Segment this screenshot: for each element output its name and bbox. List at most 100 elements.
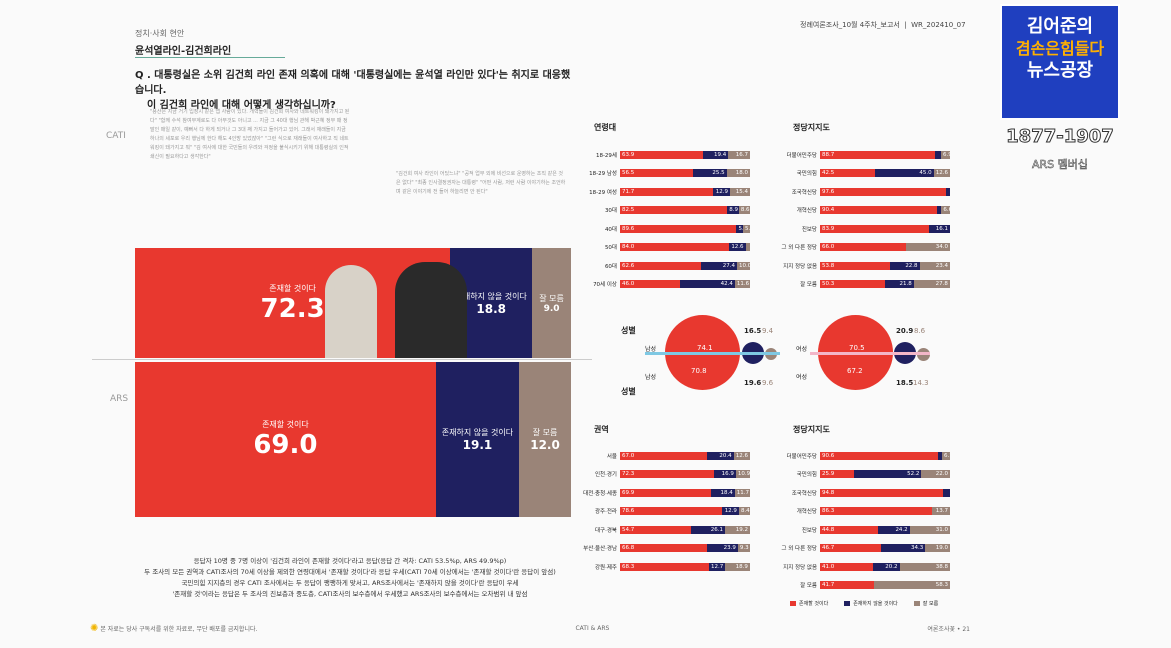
ars-not-exist-segment: 존재하지 않을 것이다 19.1 (435, 362, 520, 517)
age-segment: 56.5 (620, 169, 694, 177)
age-bar: 71.7 12.9 15.4 (620, 187, 750, 196)
party2-row-label: 조국혁신당 (791, 490, 817, 497)
quote-block-right: "김건희 여사 라인이 어딨느냐" "공적 업무 외에 비선으로 운영하는 조직… (396, 171, 566, 195)
ars-exist-segment: 존재할 것이다 69.0 (135, 362, 436, 517)
party1-bar: 53.8 22.8 23.4 (820, 261, 950, 270)
party2-row-label: 개혁신당 (796, 509, 817, 515)
female-cati-unknown: 8.6 (914, 327, 926, 335)
age-bar: 63.9 19.4 16.7 (620, 150, 750, 159)
party1-row: 지지 정당 없음 53.8 22.8 23.4 (762, 261, 950, 270)
party2-bar: 46.7 34.3 19.0 (820, 544, 950, 552)
age-bar: 46.0 42.4 11.6 (620, 280, 750, 288)
party1-bar: 97.6 (820, 187, 950, 196)
logo-line1: 김어준의 (1026, 16, 1094, 37)
party2-row: 진보당 44.8 24.2 31.0 (762, 525, 950, 534)
party1-segment (946, 187, 950, 196)
cati-exist-label: 존재할 것이다 (269, 283, 316, 293)
region-segment: 26.1 (691, 525, 726, 534)
age-segment: 5.0 (736, 224, 743, 233)
party2-segment: 58.3 (874, 581, 950, 589)
ars-exist-label: 존재할 것이다 (262, 420, 309, 429)
cati-not-exist-segment: 존재하지 않을 것이다 18.8 (450, 248, 533, 358)
ars-unknown-value: 12.0 (530, 438, 560, 452)
region-segment: 23.9 (706, 544, 738, 552)
age-segment: 19.4 (703, 150, 729, 159)
region-title: 권역 (594, 425, 609, 434)
summary-text: 응답자 10명 중 7명 이상이 '김건희 라인이 존재할 것이다'라고 응답(… (140, 556, 560, 600)
region-segment: 12.7 (708, 562, 726, 571)
age-row-label: 18-29 남성 (589, 171, 617, 177)
party2-bar: 41.7 58.3 (820, 581, 950, 589)
age-segment: 62.6 (620, 261, 702, 270)
ars-membership-label: ARS 멤버십 (1031, 158, 1089, 172)
party2-row-label: 국민의힘 (796, 472, 817, 478)
party2-row-label: 지지 정당 없음 (783, 564, 817, 571)
age-segment: 82.5 (620, 206, 728, 214)
party2-segment: 34.3 (880, 544, 926, 552)
party1-segment: 45.0 (875, 169, 934, 177)
party2-segment (943, 488, 950, 497)
party2-row: 지지 정당 없음 41.0 20.2 38.8 (762, 562, 950, 571)
party1-bar: 66.0 34.0 (820, 243, 950, 251)
region-segment: 18.9 (725, 562, 750, 571)
region-bar: 67.0 20.4 12.6 (620, 451, 750, 460)
age-segment: 5.3 (742, 224, 750, 233)
cati-not-exist-value: 18.8 (476, 301, 506, 316)
region-row: 광주·전라 78.6 12.9 8.4 (562, 507, 750, 516)
male-ars-unknown: 9.6 (762, 379, 774, 387)
summary-line: 국민의힘 지지층의 경우 CATI 조사에서는 두 응답이 팽팽하게 맞서고, … (181, 579, 519, 587)
cati-exist-value: 72.3 (260, 293, 325, 324)
region-segment: 72.3 (620, 470, 714, 478)
region-segment: 10.9 (735, 470, 750, 478)
logo-line3: 뉴스공장 (1026, 60, 1094, 81)
party2-segment: 25.9 (820, 470, 854, 478)
age-bar: 82.5 8.9 8.6 (620, 206, 750, 214)
party1-row-label: 그 외 다른 정당 (781, 245, 817, 251)
party2-segment: 24.2 (878, 525, 910, 534)
region-row-label: 서울 (606, 453, 617, 460)
party1-segment: 88.7 (820, 150, 936, 159)
party2-bar: 25.9 52.2 22.0 (820, 470, 950, 478)
section-title: 윤석열라인-김건희라인 (135, 46, 232, 57)
party1-segment (937, 206, 942, 214)
ars-unknown-segment: 잘 모름 12.0 (519, 362, 571, 517)
logo-years: 1877-1907 (1006, 126, 1115, 148)
party1-bar: 50.3 21.8 27.8 (820, 280, 950, 288)
gender-title-bottom: 성별 (621, 387, 636, 396)
ars-not-exist-value: 19.1 (462, 438, 493, 452)
legend-unknown: 잘 모름 (913, 600, 938, 607)
party1-segment: 6.6 (941, 206, 950, 214)
age-segment: 89.6 (620, 224, 737, 233)
party1-segment: 23.4 (919, 261, 950, 270)
party2-row: 잘 모름 41.7 58.3 (762, 581, 950, 590)
age-row: 18-29세 63.9 19.4 16.7 (562, 150, 750, 159)
region-bar: 54.7 26.1 19.2 (620, 525, 750, 534)
female-label-top: 여성 (796, 346, 808, 353)
region-row-label: 인천·경기 (595, 472, 617, 478)
party1-row: 국민의힘 42.5 45.0 12.6 (762, 169, 950, 178)
age-row: 60대 62.6 27.4 10.0 (562, 261, 750, 270)
ars-main-bar: 존재할 것이다 69.0 존재하지 않을 것이다 19.1 잘 모름 12.0 (135, 362, 571, 517)
age-row-label: 70세 이상 (593, 282, 617, 288)
region-segment: 69.9 (620, 488, 711, 497)
party2-bar: 90.6 6.1 (820, 451, 950, 460)
party2-bar: 94.8 (820, 488, 950, 497)
party2-segment (937, 451, 943, 460)
party2-bar: 86.3 13.7 (820, 507, 950, 515)
legend: 존재할 것이다 존재하지 않을 것이다 잘 모름 (790, 600, 938, 607)
footer-center: CATI & ARS (575, 624, 610, 632)
party1-segment: 90.4 (820, 206, 938, 214)
region-segment: 67.0 (620, 451, 708, 460)
male-label-top: 남성 (645, 346, 657, 353)
age-segment: 16.7 (728, 150, 750, 159)
age-segment: 8.6 (738, 206, 750, 214)
party2-row: 국민의힘 25.9 52.2 22.0 (762, 470, 950, 479)
party2-segment: 22.0 (921, 470, 950, 478)
party1-segment (935, 150, 942, 159)
region-row: 대구·경북 54.7 26.1 19.2 (562, 525, 750, 534)
party2-segment: 13.7 (932, 507, 950, 515)
region-segment: 8.4 (738, 507, 750, 515)
gender-title-top: 성별 (621, 326, 636, 335)
